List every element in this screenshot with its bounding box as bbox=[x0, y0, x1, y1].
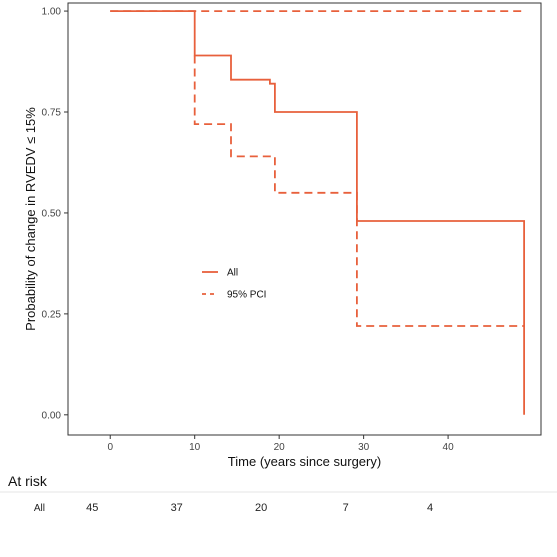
x-tick-label: 40 bbox=[443, 442, 455, 453]
x-axis-title: Time (years since surgery) bbox=[228, 454, 381, 469]
y-tick-label: 1.00 bbox=[42, 7, 62, 18]
at-risk-counts: 45 37 20 7 4 bbox=[86, 502, 433, 514]
plot-panel bbox=[67, 2, 542, 436]
y-tick-label: 0.00 bbox=[42, 410, 62, 421]
legend: All 95% PCI bbox=[202, 268, 266, 301]
y-tick-label: 0.25 bbox=[42, 309, 62, 320]
x-tick-label: 30 bbox=[358, 442, 370, 453]
at-risk-count: 4 bbox=[427, 502, 433, 514]
x-axis: 0 10 20 30 40 bbox=[107, 435, 454, 453]
legend-label-pci: 95% PCI bbox=[227, 290, 266, 301]
at-risk-count: 37 bbox=[171, 502, 183, 514]
y-axis: 0.00 0.25 0.50 0.75 1.00 bbox=[42, 7, 68, 421]
at-risk-count: 7 bbox=[343, 502, 349, 514]
y-tick-label: 0.75 bbox=[42, 108, 62, 119]
legend-label-all: All bbox=[227, 268, 238, 279]
y-axis-title: Probability of change in RVEDV ≤ 15% bbox=[23, 107, 38, 331]
series-pci-lower-line bbox=[193, 55, 525, 327]
x-tick-label: 0 bbox=[107, 442, 113, 453]
at-risk-title: At risk bbox=[8, 473, 48, 489]
at-risk-count: 45 bbox=[86, 502, 98, 514]
series-layer bbox=[110, 10, 525, 415]
at-risk-count: 20 bbox=[255, 502, 267, 514]
x-tick-label: 10 bbox=[189, 442, 201, 453]
at-risk-table: At risk All 45 37 20 7 4 bbox=[0, 473, 557, 514]
at-risk-row-label: All bbox=[34, 503, 45, 514]
y-tick-label: 0.50 bbox=[42, 208, 62, 219]
x-tick-label: 20 bbox=[274, 442, 286, 453]
